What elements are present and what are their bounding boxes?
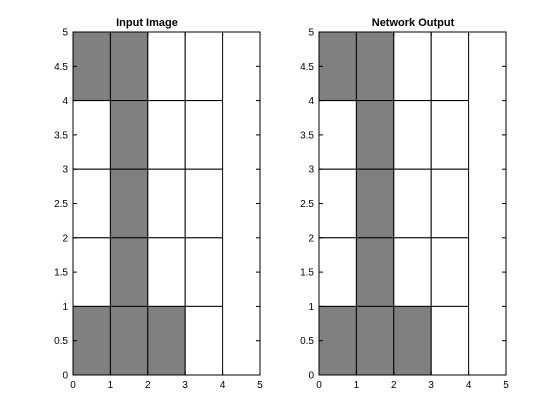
output-ytick-label: 4.5 <box>300 62 314 73</box>
input-xtick-label: 1 <box>108 380 114 391</box>
input-xtick-label: 2 <box>145 380 151 391</box>
output-xtick-label: 1 <box>354 380 360 391</box>
output-cell-r3-c4 <box>430 168 470 239</box>
input-cell-r1-c1 <box>72 31 111 102</box>
input-cell-r5-c2 <box>109 305 149 376</box>
output-cell-r4-c2 <box>355 237 395 307</box>
output-ytick-label: 0 <box>308 371 314 382</box>
input-ytick-label: 5 <box>62 28 68 39</box>
output-cell-r3-c2 <box>355 168 395 239</box>
output-xtick-label: 3 <box>428 380 434 391</box>
input-cell-r5-c4 <box>184 305 224 376</box>
input-image-panel: Input Image 0 0.5 1 1.5 2 2.5 3 3.5 4 4.5 5 0 1 2 3 4 5 <box>54 17 263 391</box>
input-ytick-label: 1.5 <box>54 268 68 279</box>
input-ytick-label: 2.5 <box>54 199 68 210</box>
input-ytick-label: 4 <box>62 96 68 107</box>
input-cell-r2-c2 <box>109 100 149 170</box>
output-cell-r2-c3 <box>393 100 432 170</box>
input-cell-r2-c3 <box>147 100 186 170</box>
output-cell-r2-c4 <box>430 100 470 170</box>
input-cell-r3-c2 <box>109 168 149 239</box>
input-cell-r1-c2 <box>109 31 149 102</box>
input-cell-r4-c2 <box>109 237 149 307</box>
input-cell-r5-c1 <box>72 305 111 376</box>
output-cell-r5-c1 <box>318 305 357 376</box>
input-ytick-label: 0 <box>62 371 68 382</box>
input-cell-r1-c4 <box>184 31 224 102</box>
output-ytick-label: 4 <box>308 96 314 107</box>
output-ytick-label: 1.5 <box>300 268 314 279</box>
input-cell-r5-c3 <box>147 305 186 376</box>
input-ytick-label: 0.5 <box>54 336 68 347</box>
output-cell-r3-c3 <box>393 168 432 239</box>
input-cell-r3-c4 <box>184 168 224 239</box>
output-ytick-label: 3 <box>308 165 314 176</box>
output-cell-r1-c4 <box>430 31 470 102</box>
input-ytick-label: 1 <box>62 302 68 313</box>
output-ytick-label: 2.5 <box>300 199 314 210</box>
input-cell-r3-c1 <box>72 168 111 239</box>
input-cell-r4-c1 <box>72 237 111 307</box>
output-cell-r1-c1 <box>318 31 357 102</box>
input-cell-r3-c3 <box>147 168 186 239</box>
network-output-panel: Network Output 0 0.5 1 1.5 2 2.5 3 3.5 4 4.5 5 0 1 2 3… <box>300 17 509 391</box>
input-xtick-label: 4 <box>220 380 226 391</box>
output-cell-r5-c3 <box>393 305 432 376</box>
output-ytick-label: 1 <box>308 302 314 313</box>
output-xtick-label: 0 <box>316 380 322 391</box>
input-xtick-label: 3 <box>182 380 188 391</box>
input-cell-r1-c3 <box>147 31 186 102</box>
output-cell-r3-c1 <box>318 168 357 239</box>
output-xtick-label: 2 <box>391 380 397 391</box>
output-xtick-label: 4 <box>466 380 472 391</box>
output-ytick-label: 2 <box>308 233 314 244</box>
input-ytick-label: 4.5 <box>54 62 68 73</box>
output-cell-r1-c2 <box>355 31 395 102</box>
output-ytick-label: 0.5 <box>300 336 314 347</box>
output-cell-r1-c3 <box>393 31 432 102</box>
output-cell-r2-c1 <box>318 100 357 170</box>
output-cell-r4-c1 <box>318 237 357 307</box>
output-ytick-label: 3.5 <box>300 130 314 141</box>
input-xtick-label: 5 <box>257 380 263 391</box>
input-image-title: Input Image <box>116 17 178 29</box>
input-cell-r2-c4 <box>184 100 224 170</box>
input-cell-r4-c4 <box>184 237 224 307</box>
output-cell-r5-c4 <box>430 305 470 376</box>
input-ytick-label: 2 <box>62 233 68 244</box>
input-cell-r4-c3 <box>147 237 186 307</box>
output-ytick-label: 5 <box>308 28 314 39</box>
input-ytick-label: 3.5 <box>54 130 68 141</box>
output-cell-r2-c2 <box>355 100 395 170</box>
input-xtick-label: 0 <box>70 380 76 391</box>
input-ytick-label: 3 <box>62 165 68 176</box>
input-cell-r2-c1 <box>72 100 111 170</box>
output-cell-r5-c2 <box>355 305 395 376</box>
output-cell-r4-c4 <box>430 237 470 307</box>
output-cell-r4-c3 <box>393 237 432 307</box>
network-output-title: Network Output <box>372 17 455 29</box>
output-xtick-label: 5 <box>503 380 509 391</box>
